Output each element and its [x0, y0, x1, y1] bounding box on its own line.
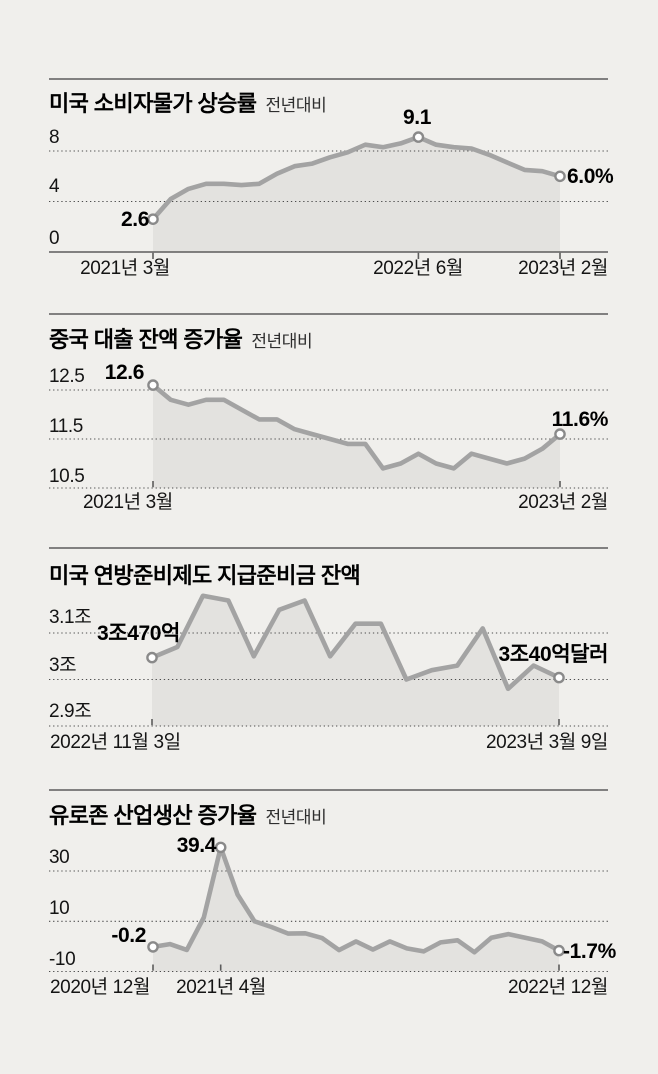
- y-axis-tick-label: 4: [49, 176, 60, 197]
- data-point-marker: [554, 170, 566, 183]
- data-point-marker: [554, 428, 566, 440]
- y-axis-tick-label: 30: [49, 847, 70, 868]
- start-value-label: 2.6: [121, 208, 149, 231]
- data-point-marker: [553, 671, 565, 684]
- end-value-label: 3조40억달러: [498, 643, 608, 666]
- chart-title: 미국 연방준비제도 지급준비금 잔액: [49, 563, 361, 588]
- x-axis-label: 2021년 3월: [83, 492, 173, 513]
- chart-title-row: 미국 소비자물가 상승률 전년대비: [49, 86, 327, 118]
- start-value-label: 12.6: [104, 361, 145, 384]
- x-axis-label: 2023년 2월: [518, 492, 608, 513]
- end-value-label: -1.7%: [563, 940, 616, 963]
- peak-value-label: 39.4: [176, 834, 217, 857]
- x-axis-label: 2021년 4월: [176, 977, 266, 998]
- data-point-marker: [147, 213, 159, 225]
- chart-title-row: 중국 대출 잔액 증가율 전년대비: [49, 322, 313, 354]
- x-axis-label: 2023년 3월 9일: [486, 732, 608, 753]
- y-axis-tick-label: 3조: [49, 655, 77, 676]
- chart-us-cpi: [49, 78, 608, 259]
- x-axis-label: 2022년 11월 3일: [50, 732, 181, 753]
- series-area-fill: [152, 595, 559, 726]
- x-axis-label: 2023년 2월: [518, 258, 608, 279]
- y-axis-tick-label: 3.1조: [49, 607, 92, 628]
- chart-title: 중국 대출 잔액 증가율: [49, 327, 243, 352]
- chart-china-loans: [49, 313, 608, 489]
- x-axis-label: 2021년 3월: [80, 258, 170, 279]
- end-value-label: 6.0%: [567, 165, 614, 188]
- y-axis-tick-label: 12.5: [49, 366, 85, 387]
- series-area-fill: [153, 385, 560, 488]
- data-point-marker: [147, 379, 159, 391]
- data-point-marker: [412, 131, 425, 143]
- series-line: [150, 134, 563, 222]
- series-area-fill: [153, 137, 560, 252]
- start-value-label: -0.2: [111, 924, 146, 947]
- start-value-label: 3조470억: [97, 622, 180, 645]
- peak-value-label: 9.1: [403, 106, 431, 129]
- x-axis-label: 2022년 6월: [373, 258, 463, 279]
- y-axis-tick-label: 11.5: [49, 416, 83, 437]
- y-axis-tick-label: 0: [49, 228, 60, 249]
- data-point-marker: [147, 941, 159, 953]
- y-axis-tick-label: -10: [49, 949, 76, 970]
- data-point-marker: [553, 944, 565, 957]
- chart-euro-industry: [49, 789, 608, 973]
- chart-subtitle: 전년대비: [265, 96, 327, 115]
- chart-title: 미국 소비자물가 상승률: [49, 91, 257, 116]
- x-axis-label: 2022년 12월: [507, 977, 608, 998]
- y-axis-tick-label: 10.5: [49, 466, 85, 487]
- x-axis-label: 2020년 12월: [50, 977, 151, 998]
- series-line: [150, 382, 563, 471]
- end-value-label: 11.6%: [551, 408, 609, 431]
- data-point-marker: [214, 841, 227, 854]
- y-axis-tick-label: 10: [49, 898, 70, 919]
- chart-title: 유로존 산업생산 증가율: [49, 803, 257, 828]
- y-axis-tick-label: 8: [49, 127, 60, 148]
- chart-fed-reserves: [49, 547, 608, 727]
- chart-title-row: 미국 연방준비제도 지급준비금 잔액: [49, 558, 361, 590]
- data-point-marker: [146, 651, 158, 664]
- chart-subtitle: 전년대비: [251, 332, 313, 351]
- series-line: [149, 593, 562, 692]
- chart-title-row: 유로존 산업생산 증가율 전년대비: [49, 798, 327, 830]
- y-axis-tick-label: 2.9조: [49, 701, 92, 722]
- chart-subtitle: 전년대비: [265, 808, 327, 827]
